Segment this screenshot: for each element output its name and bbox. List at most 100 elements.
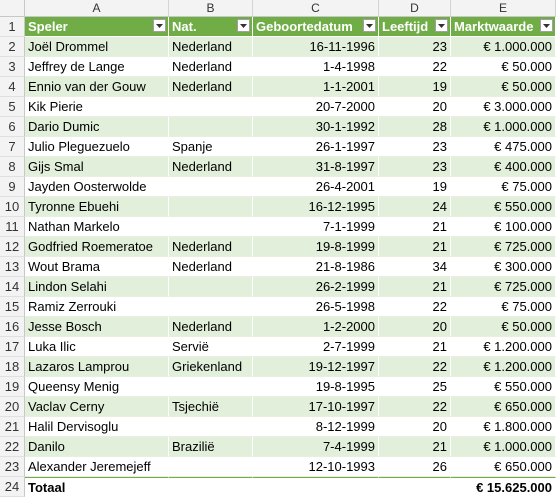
cell-speler[interactable]: Godfried Roemeratoe xyxy=(25,237,169,257)
cell-speler[interactable]: Wout Brama xyxy=(25,257,169,277)
cell-speler[interactable]: Kik Pierie xyxy=(25,97,169,117)
cell-marktwaarde[interactable]: € 550.000 xyxy=(451,197,556,217)
column-header-e[interactable]: E xyxy=(451,0,556,16)
cell-geboortedatum[interactable]: 17-10-1997 xyxy=(253,397,379,417)
column-header-a[interactable]: A xyxy=(25,0,169,16)
cell-marktwaarde[interactable]: € 50.000 xyxy=(451,77,556,97)
cell-geboortedatum[interactable]: 21-8-1986 xyxy=(253,257,379,277)
row-number[interactable]: 21 xyxy=(0,417,25,437)
cell-leeftijd[interactable]: 23 xyxy=(379,157,451,177)
column-header-c[interactable]: C xyxy=(253,0,379,16)
cell-leeftijd[interactable]: 19 xyxy=(379,177,451,197)
row-number[interactable]: 12 xyxy=(0,237,25,257)
cell-nat[interactable]: Nederland xyxy=(169,57,253,77)
cell-geboortedatum[interactable]: 12-10-1993 xyxy=(253,457,379,477)
cell-leeftijd[interactable]: 20 xyxy=(379,97,451,117)
cell-leeftijd[interactable]: 34 xyxy=(379,257,451,277)
cell-nat[interactable] xyxy=(169,297,253,317)
cell-nat[interactable] xyxy=(169,197,253,217)
cell-marktwaarde[interactable]: € 1.000.000 xyxy=(451,117,556,137)
cell-total-empty[interactable] xyxy=(253,477,379,497)
cell-speler[interactable]: Gijs Smal xyxy=(25,157,169,177)
cell-leeftijd[interactable]: 23 xyxy=(379,137,451,157)
cell-leeftijd[interactable]: 28 xyxy=(379,117,451,137)
row-number[interactable]: 11 xyxy=(0,217,25,237)
cell-nat[interactable]: Nederland xyxy=(169,237,253,257)
cell-speler[interactable]: Luka Ilic xyxy=(25,337,169,357)
cell-marktwaarde[interactable]: € 1.200.000 xyxy=(451,337,556,357)
cell-speler[interactable]: Ennio van der Gouw xyxy=(25,77,169,97)
filter-dropdown-icon[interactable] xyxy=(435,19,448,32)
cell-total-label[interactable]: Totaal xyxy=(25,477,169,497)
cell-leeftijd[interactable]: 21 xyxy=(379,437,451,457)
cell-speler[interactable]: Jayden Oosterwolde xyxy=(25,177,169,197)
cell-leeftijd[interactable]: 20 xyxy=(379,317,451,337)
cell-geboortedatum[interactable]: 7-1-1999 xyxy=(253,217,379,237)
row-number[interactable]: 22 xyxy=(0,437,25,457)
cell-nat[interactable] xyxy=(169,177,253,197)
cell-total-empty[interactable] xyxy=(379,477,451,497)
cell-leeftijd[interactable]: 22 xyxy=(379,357,451,377)
cell-leeftijd[interactable]: 20 xyxy=(379,417,451,437)
cell-geboortedatum[interactable]: 26-5-1998 xyxy=(253,297,379,317)
cell-leeftijd[interactable]: 22 xyxy=(379,397,451,417)
cell-marktwaarde[interactable]: € 1.200.000 xyxy=(451,357,556,377)
cell-marktwaarde[interactable]: € 725.000 xyxy=(451,237,556,257)
cell-nat[interactable]: Tsjechië xyxy=(169,397,253,417)
header-cell-leeftijd[interactable]: Leeftijd xyxy=(379,17,451,37)
cell-marktwaarde[interactable]: € 650.000 xyxy=(451,397,556,417)
cell-nat[interactable] xyxy=(169,457,253,477)
cell-leeftijd[interactable]: 21 xyxy=(379,217,451,237)
cell-leeftijd[interactable]: 23 xyxy=(379,37,451,57)
row-number[interactable]: 14 xyxy=(0,277,25,297)
cell-leeftijd[interactable]: 21 xyxy=(379,337,451,357)
cell-nat[interactable] xyxy=(169,277,253,297)
cell-marktwaarde[interactable]: € 650.000 xyxy=(451,457,556,477)
cell-marktwaarde[interactable]: € 75.000 xyxy=(451,177,556,197)
cell-marktwaarde[interactable]: € 1.000.000 xyxy=(451,437,556,457)
cell-leeftijd[interactable]: 19 xyxy=(379,77,451,97)
select-all-corner[interactable] xyxy=(0,0,25,16)
cell-marktwaarde[interactable]: € 550.000 xyxy=(451,377,556,397)
cell-geboortedatum[interactable]: 30-1-1992 xyxy=(253,117,379,137)
cell-speler[interactable]: Dario Dumic xyxy=(25,117,169,137)
filter-dropdown-icon[interactable] xyxy=(153,19,166,32)
cell-speler[interactable]: Lindon Selahi xyxy=(25,277,169,297)
cell-marktwaarde[interactable]: € 1.800.000 xyxy=(451,417,556,437)
cell-geboortedatum[interactable]: 26-2-1999 xyxy=(253,277,379,297)
cell-geboortedatum[interactable]: 16-12-1995 xyxy=(253,197,379,217)
row-number[interactable]: 16 xyxy=(0,317,25,337)
cell-total-value[interactable]: € 15.625.000 xyxy=(451,477,556,497)
cell-geboortedatum[interactable]: 8-12-1999 xyxy=(253,417,379,437)
row-number[interactable]: 18 xyxy=(0,357,25,377)
cell-geboortedatum[interactable]: 1-4-1998 xyxy=(253,57,379,77)
cell-speler[interactable]: Vaclav Cerny xyxy=(25,397,169,417)
row-number[interactable]: 23 xyxy=(0,457,25,477)
cell-geboortedatum[interactable]: 19-8-1999 xyxy=(253,237,379,257)
cell-speler[interactable]: Alexander Jeremejeff xyxy=(25,457,169,477)
header-cell-marktwaarde[interactable]: Marktwaarde xyxy=(451,17,556,37)
row-number[interactable]: 6 xyxy=(0,117,25,137)
header-cell-geboortedatum[interactable]: Geboortedatum xyxy=(253,17,379,37)
row-number[interactable]: 7 xyxy=(0,137,25,157)
row-number[interactable]: 3 xyxy=(0,57,25,77)
cell-marktwaarde[interactable]: € 475.000 xyxy=(451,137,556,157)
cell-nat[interactable]: Nederland xyxy=(169,317,253,337)
cell-geboortedatum[interactable]: 26-4-2001 xyxy=(253,177,379,197)
row-number[interactable]: 4 xyxy=(0,77,25,97)
row-number[interactable]: 1 xyxy=(0,17,25,37)
cell-marktwaarde[interactable]: € 50.000 xyxy=(451,57,556,77)
cell-geboortedatum[interactable]: 19-8-1995 xyxy=(253,377,379,397)
cell-marktwaarde[interactable]: € 3.000.000 xyxy=(451,97,556,117)
column-header-b[interactable]: B xyxy=(169,0,253,16)
row-number[interactable]: 2 xyxy=(0,37,25,57)
header-cell-nat[interactable]: Nat. xyxy=(169,17,253,37)
cell-speler[interactable]: Julio Pleguezuelo xyxy=(25,137,169,157)
row-number[interactable]: 5 xyxy=(0,97,25,117)
cell-geboortedatum[interactable]: 20-7-2000 xyxy=(253,97,379,117)
cell-total-empty[interactable] xyxy=(169,477,253,497)
cell-geboortedatum[interactable]: 1-1-2001 xyxy=(253,77,379,97)
cell-nat[interactable] xyxy=(169,217,253,237)
cell-nat[interactable]: Nederland xyxy=(169,37,253,57)
cell-leeftijd[interactable]: 22 xyxy=(379,297,451,317)
